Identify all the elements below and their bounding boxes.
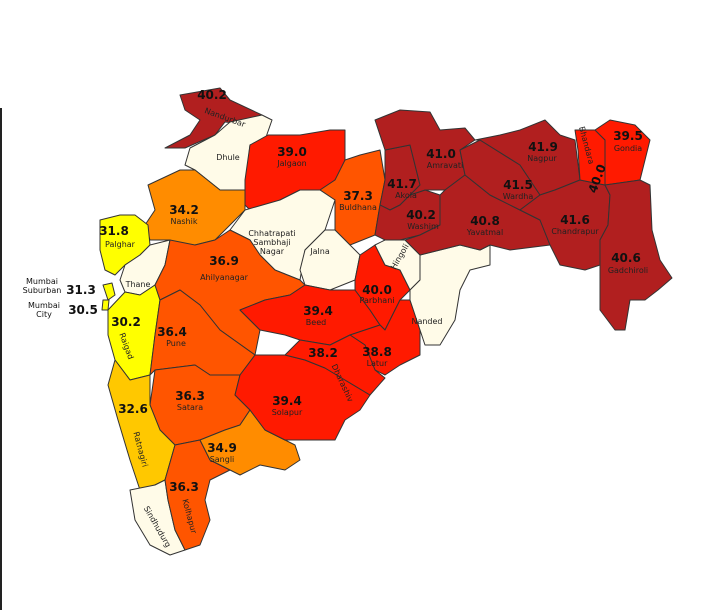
district-value-nashik: 34.2	[169, 203, 199, 217]
district-name-latur: Latur	[367, 359, 389, 368]
district-name-jalna: Jalna	[309, 247, 330, 256]
district-name-chhatrapati-sambhaji-nagar: Chhatrapati Sambhaji Nagar	[248, 229, 295, 256]
district-dharashiv[interactable]	[284, 334, 386, 396]
district-value-nagpur: 41.9	[528, 140, 558, 154]
district-name-buldhana: Buldhana	[339, 203, 377, 212]
district-name-amravati: Amravati	[427, 161, 463, 170]
district-name-mumbai-city: Mumbai City	[28, 301, 60, 319]
district-value-washim: 40.2	[406, 208, 436, 222]
district-name-nanded: Nanded	[411, 317, 442, 326]
district-value-latur: 38.8	[362, 345, 392, 359]
district-value-sangli: 34.9	[207, 441, 237, 455]
district-sangli[interactable]	[199, 409, 301, 476]
district-name-chandrapur: Chandrapur	[551, 227, 599, 236]
district-name-beed: Beed	[306, 318, 326, 327]
district-parbhani[interactable]	[354, 244, 411, 331]
district-value-wardha: 41.5	[503, 178, 533, 192]
district-name-washim: Washim	[407, 222, 439, 231]
district-value-beed: 39.4	[303, 304, 333, 318]
district-name-dhule: Dhule	[216, 153, 240, 162]
district-value-ahilyanagar: 36.9	[209, 254, 239, 268]
district-value-yavatmal: 40.8	[470, 214, 500, 228]
district-name-ahilyanagar: Ahilyanagar	[200, 273, 249, 282]
district-value-pune: 36.4	[157, 325, 187, 339]
district-jalna[interactable]	[299, 229, 361, 291]
district-name-jalgaon: Jalgaon	[276, 159, 306, 168]
district-nagpur[interactable]	[474, 119, 581, 196]
district-name-yavatmal: Yavatmal	[466, 228, 503, 237]
district-value-kolhapur: 36.3	[169, 480, 199, 494]
district-mumbai-city[interactable]	[101, 299, 110, 311]
district-name-parbhani: Parbhani	[360, 296, 395, 305]
district-value-nandurbar: 40.2	[197, 88, 227, 102]
district-value-mumbai-city: 30.5	[68, 303, 98, 317]
district-name-gondia: Gondia	[614, 144, 642, 153]
district-name-akola: Akola	[395, 191, 417, 200]
district-nanded[interactable]	[409, 244, 491, 346]
district-value-raigad: 30.2	[111, 315, 141, 329]
district-gondia[interactable]	[594, 119, 651, 186]
district-name-pune: Pune	[166, 339, 186, 348]
district-name-nashik: Nashik	[171, 217, 198, 226]
district-value-palghar: 31.8	[99, 224, 129, 238]
district-name-sangli: Sangli	[210, 455, 235, 464]
district-name-nagpur: Nagpur	[527, 154, 557, 163]
district-buldhana[interactable]	[319, 149, 386, 246]
district-value-parbhani: 40.0	[362, 283, 392, 297]
district-value-chandrapur: 41.6	[560, 213, 590, 227]
district-value-amravati: 41.0	[426, 147, 456, 161]
district-value-satara: 36.3	[175, 389, 205, 403]
district-value-akola: 41.7	[387, 177, 417, 191]
district-name-mumbai-suburban: Mumbai Suburban	[23, 277, 62, 295]
district-value-solapur: 39.4	[272, 394, 302, 408]
district-value-dharashiv: 38.2	[308, 346, 338, 360]
district-value-gadchiroli: 40.6	[611, 251, 641, 265]
district-mumbai-suburban[interactable]	[102, 282, 116, 301]
district-gadchiroli[interactable]	[599, 179, 673, 331]
district-value-buldhana: 37.3	[343, 189, 373, 203]
district-value-gondia: 39.5	[613, 129, 643, 143]
district-value-jalgaon: 39.0	[277, 145, 307, 159]
district-name-solapur: Solapur	[272, 408, 303, 417]
district-value-mumbai-suburban: 31.3	[66, 283, 96, 297]
district-name-palghar: Palghar	[105, 240, 136, 249]
district-value-ratnagiri: 32.6	[118, 402, 148, 416]
district-name-thane: Thane	[125, 280, 151, 289]
district-name-gadchiroli: Gadchiroli	[608, 266, 648, 275]
frame-edge	[0, 108, 2, 610]
district-name-satara: Satara	[177, 403, 203, 412]
district-name-wardha: Wardha	[503, 192, 534, 201]
